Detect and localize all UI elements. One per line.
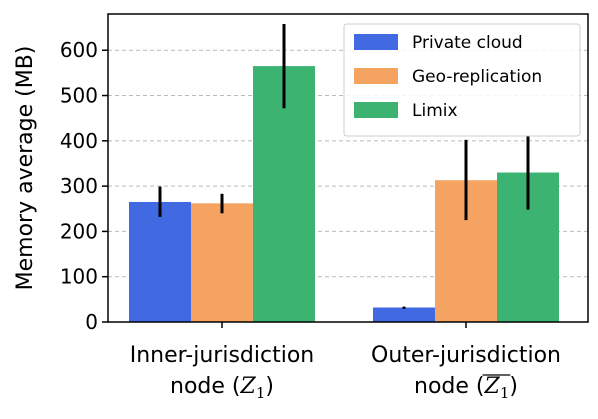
category-label-line1: Outer-jurisdiction (371, 343, 561, 368)
error-bars (158, 23, 530, 309)
category-label-line1: Inner-jurisdiction (130, 343, 314, 368)
legend-label: Private cloud (412, 33, 523, 53)
y-tick-label: 200 (60, 219, 98, 243)
y-tick-label: 500 (60, 84, 98, 108)
y-axis-ticks: 0 100 200 300 400 500 600 (60, 38, 108, 334)
y-tick-label: 600 (60, 38, 98, 62)
legend: Private cloud Geo-replication Limix (343, 23, 581, 137)
y-tick-label: 300 (60, 174, 98, 198)
category-label-line2: node (Z1) (414, 374, 518, 402)
y-axis-label: Memory average (MB) (13, 46, 38, 291)
bar (191, 203, 253, 322)
plot-frame (107, 13, 589, 323)
category-label-line2: node (Z1) (170, 374, 274, 402)
legend-label: Geo-replication (412, 67, 542, 87)
bar (253, 66, 315, 323)
legend-swatch (354, 68, 398, 84)
y-tick-label: 0 (85, 310, 98, 334)
legend-label: Limix (412, 101, 458, 121)
x-axis-categories: Inner-jurisdiction node (Z1) Outer-jurisdi… (130, 322, 561, 402)
bar (129, 201, 191, 322)
bar (373, 307, 435, 322)
y-tick-label: 400 (60, 129, 98, 153)
legend-swatch (354, 102, 398, 118)
legend-swatch (354, 34, 398, 50)
y-tick-label: 100 (60, 265, 98, 289)
legend-box (343, 23, 581, 137)
